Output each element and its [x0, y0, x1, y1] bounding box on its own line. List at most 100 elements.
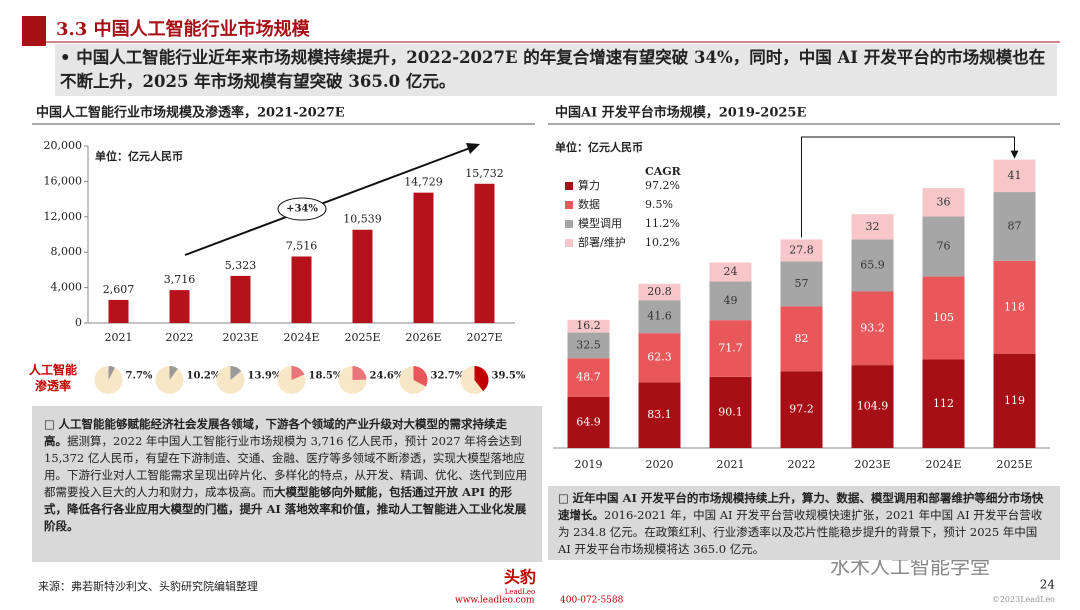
arrow-head	[466, 143, 480, 154]
pie-slice	[352, 366, 367, 380]
x-tick-label: 2026E	[405, 331, 441, 344]
value-label: 3,716	[164, 273, 196, 286]
bar-segment	[709, 281, 752, 321]
bullet-bg	[55, 44, 1057, 96]
bar-segment	[709, 376, 752, 448]
bar	[230, 275, 251, 323]
copyright: ©2023LeadLeo	[992, 595, 1055, 604]
bar-segment	[780, 371, 823, 448]
value-label: 10,539	[343, 213, 382, 226]
page-number: 24	[1040, 578, 1056, 592]
phone: 400-072-5588	[560, 596, 624, 606]
bullet-text: 中国人工智能行业近年来市场规模持续提升，2022-2027E 的年复合增速有望突…	[60, 48, 1046, 91]
trend-arrow	[184, 147, 471, 256]
value-label: 14,729	[404, 176, 443, 189]
x-tick-label: 2025E	[996, 458, 1032, 471]
chart-title: 中国人工智能行业市场规模及渗透率，2021-2027E	[36, 105, 345, 121]
segment-label: 48.7	[576, 370, 601, 383]
bar-segment	[780, 261, 823, 307]
segment-label: 32.5	[576, 338, 601, 351]
segment-label: 32	[866, 220, 880, 233]
bar-segment	[922, 276, 965, 360]
bar-segment	[993, 353, 1036, 448]
segment-label: 71.7	[718, 341, 743, 354]
pie-label: 13.9%	[248, 371, 282, 382]
cagr-value: 97.2%	[645, 179, 680, 192]
x-tick-label: 2023E	[222, 331, 258, 344]
unit: 单位：亿元人民币	[95, 149, 183, 163]
pie-slice	[474, 366, 489, 392]
bar-segment	[780, 239, 823, 262]
segment-label: 104.9	[857, 400, 889, 413]
segment-label: 24	[724, 265, 738, 278]
x-tick-label: 2025E	[344, 331, 380, 344]
bar-segment	[851, 214, 894, 240]
bar-segment	[567, 332, 610, 359]
segment-label: 90.1	[718, 405, 743, 418]
legend-label: 部署/维护	[578, 235, 626, 249]
segment-label: 49	[724, 294, 738, 307]
legend-swatch	[565, 220, 573, 228]
segment-label: 112	[933, 397, 954, 410]
segment-label: 36	[937, 195, 951, 208]
note-bold: 大模型能够向外赋能，包括通过开放 API 的形式，降低各行各业应用大模型的门槛，…	[44, 485, 527, 533]
segment-label: 65.9	[860, 258, 885, 271]
x-tick-label: 2019	[575, 458, 603, 471]
legend-label: 数据	[578, 197, 600, 211]
x-tick-label: 2024E	[925, 458, 961, 471]
legend-label: 算力	[578, 178, 600, 192]
bar-segment	[993, 260, 1036, 354]
bar-segment	[780, 306, 823, 372]
bar	[291, 256, 312, 323]
x-tick-label: 2022	[166, 331, 194, 344]
legend-swatch	[565, 201, 573, 209]
segment-label: 27.8	[789, 243, 814, 256]
note-right: □ 近年中国 AI 开发平台的市场规模持续上升，算力、数据、模型调用和部署维护等…	[548, 486, 1060, 560]
y-tick-label: 8,000	[51, 245, 83, 258]
value-label: 15,732	[465, 167, 504, 180]
connector	[801, 136, 1015, 238]
segment-label: 118	[1004, 300, 1025, 313]
bar-segment	[567, 396, 610, 448]
segment-label: 41.6	[647, 310, 672, 323]
pie-label: 39.5%	[492, 371, 526, 382]
website: www.leadleo.com	[455, 596, 535, 606]
bar-segment	[993, 159, 1036, 193]
pie-title: 人工智能渗透率	[28, 363, 77, 393]
bar-segment	[638, 283, 681, 301]
segment-label: 97.2	[789, 403, 814, 416]
segment-label: 82	[795, 332, 809, 345]
bar	[108, 299, 129, 323]
x-tick-label: 2021	[105, 331, 133, 344]
bar	[474, 183, 495, 323]
x-tick-label: 2021	[717, 458, 745, 471]
bar-segment	[638, 300, 681, 334]
bar-segment	[709, 320, 752, 377]
segment-label: 119	[1004, 394, 1025, 407]
cagr-value: 10.2%	[645, 236, 680, 249]
bar-segment	[638, 382, 681, 448]
bar	[413, 192, 434, 323]
bar	[169, 290, 190, 323]
segment-label: 87	[1008, 219, 1022, 232]
y-tick-label: 0	[75, 316, 82, 329]
pie-slice	[169, 366, 178, 380]
bar-segment	[851, 239, 894, 292]
pie-label: 10.2%	[187, 371, 221, 382]
segment-label: 105	[933, 311, 954, 324]
cagr-title: CAGR	[645, 165, 682, 178]
value-label: 5,323	[225, 259, 257, 272]
x-tick-label: 2027E	[466, 331, 502, 344]
legend-swatch	[565, 182, 573, 190]
legend-label: 模型调用	[578, 216, 622, 230]
y-tick-label: 16,000	[44, 174, 83, 187]
bar-segment	[922, 216, 965, 277]
x-tick-label: 2020	[646, 458, 674, 471]
logo: 头豹	[504, 568, 536, 587]
bar-segment	[993, 192, 1036, 261]
legend-swatch	[565, 239, 573, 247]
x-tick-label: 2022	[788, 458, 816, 471]
y-tick-label: 4,000	[51, 281, 83, 294]
x-tick-label: 2024E	[283, 331, 319, 344]
bar-segment	[567, 319, 610, 333]
